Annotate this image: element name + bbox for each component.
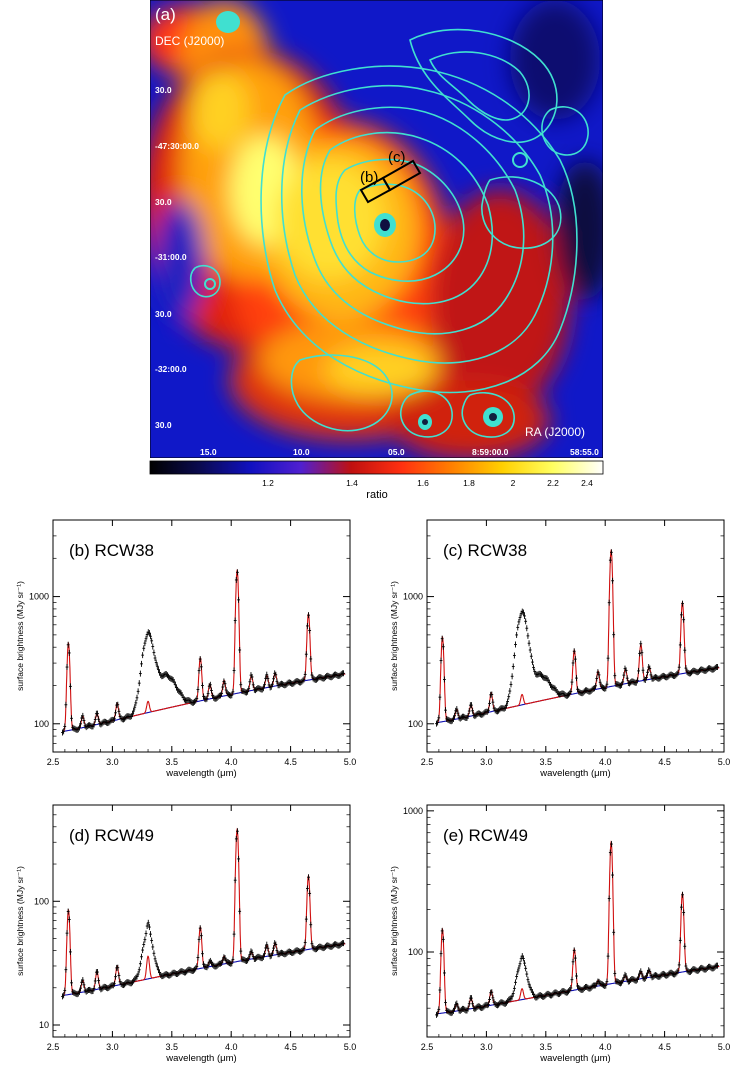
colorbar-tick-label: 1.2 — [262, 478, 274, 488]
spectrum-panel-b: 2.5 3.0 3.5 4.0 4.5 5.0 100 1000 wavelength (μm)… — [15, 519, 357, 779]
y-tick-label: 1000 — [403, 592, 423, 602]
ra-tick-labels: 15.0 10.0 05.0 8:59:00.0 58:55.0 — [200, 447, 599, 457]
x-axis-label: wavelength (μm) — [539, 768, 610, 779]
y-tick-label: 100 — [408, 719, 423, 729]
x-axis-label: wavelength (μm) — [165, 1053, 236, 1064]
x-tick-label: 4.5 — [284, 1042, 297, 1052]
compact-sources — [204, 11, 528, 430]
panel-title: (d) RCW49 — [69, 826, 154, 845]
ra-tick-label: 58:55.0 — [570, 447, 599, 457]
colorbar: 1.2 1.4 1.6 1.8 2 2.2 2.4 ratio — [149, 460, 604, 501]
y-tick-label: 100 — [34, 896, 49, 906]
x-tick-label: 4.0 — [225, 757, 238, 767]
colorbar-tick-label: 2.4 — [581, 478, 593, 488]
y-tick-label: 10 — [39, 1020, 49, 1030]
panel-title: (c) RCW38 — [443, 541, 527, 560]
data-points — [435, 549, 719, 727]
colorbar-tick-label: 1.4 — [346, 478, 358, 488]
x-tick-label: 3.5 — [166, 757, 179, 767]
spectrum-panel-c: 2.5 3.0 3.5 4.0 4.5 5.0 100 1000 wavelength (μm)… — [389, 519, 731, 779]
y-axis-label: surface brightness (MJy sr⁻¹) — [389, 866, 399, 976]
dec-tick-label: 30.0 — [155, 197, 172, 207]
panel-title: (b) RCW38 — [69, 541, 154, 560]
x-tick-label: 4.0 — [599, 757, 612, 767]
dec-tick-labels: 30.0 -47:30:00.0 30.0 -31:00.0 30.0 -32:… — [155, 85, 199, 430]
plot-frame — [426, 519, 725, 753]
y-axis-label: surface brightness (MJy sr⁻¹) — [389, 581, 399, 691]
x-tick-label: 4.0 — [225, 1042, 238, 1052]
contour-lines — [189, 28, 589, 438]
x-tick-label: 5.0 — [344, 757, 357, 767]
y-tick-label: 1000 — [29, 592, 49, 602]
fit-curve — [62, 568, 346, 733]
dec-tick-label: -47:30:00.0 — [155, 141, 199, 151]
data-points — [61, 828, 345, 1000]
x-tick-label: 5.0 — [718, 757, 731, 767]
slit-label-b: (b) — [360, 169, 378, 186]
dec-tick-label: 30.0 — [155, 420, 172, 430]
spectrum-panel-d: 2.5 3.0 3.5 4.0 4.5 5.0 10 100 wavelength (μm) su… — [15, 804, 357, 1064]
plot-frame — [426, 804, 725, 1038]
ra-axis-label: RA (J2000) — [525, 425, 585, 439]
dec-tick-label: 30.0 — [155, 309, 172, 319]
plot-frame — [52, 519, 351, 753]
slit-boxes — [359, 159, 422, 204]
x-tick-label: 2.5 — [47, 757, 60, 767]
plot-frame — [52, 804, 351, 1038]
panel-title: (e) RCW49 — [443, 826, 528, 845]
y-tick-label: 100 — [408, 947, 423, 957]
ra-tick-label: 15.0 — [200, 447, 217, 457]
x-tick-label: 4.0 — [599, 1042, 612, 1052]
x-tick-label: 4.5 — [284, 757, 297, 767]
x-axis-label: wavelength (μm) — [165, 768, 236, 779]
ratio-map-figure: (a) DEC (J2000) RA (J2000) 30.0 -47:30:0… — [149, 0, 604, 501]
x-tick-label: 2.5 — [421, 1042, 434, 1052]
x-tick-label: 3.5 — [166, 1042, 179, 1052]
x-tick-label: 2.5 — [47, 1042, 60, 1052]
data-points — [435, 841, 719, 1018]
y-axis-label: surface brightness (MJy sr⁻¹) — [15, 581, 25, 691]
ra-tick-label: 05.0 — [388, 447, 405, 457]
data-points — [61, 569, 345, 736]
x-tick-label: 5.0 — [344, 1042, 357, 1052]
slit-label-c: (c) — [388, 149, 406, 166]
ra-tick-label: 8:59:00.0 — [472, 447, 509, 457]
fit-curve — [436, 548, 720, 724]
panel-label-a: (a) — [155, 5, 176, 24]
fit-curve — [62, 827, 346, 996]
dec-tick-label: -31:00.0 — [155, 252, 187, 262]
x-tick-label: 3.0 — [480, 757, 493, 767]
colorbar-label: ratio — [366, 489, 387, 501]
y-tick-label: 100 — [34, 719, 49, 729]
x-tick-label: 3.0 — [106, 757, 119, 767]
colorbar-tick-label: 2.2 — [547, 478, 559, 488]
colorbar-tick-label: 1.6 — [417, 478, 429, 488]
colorbar-tick-label: 1.8 — [463, 478, 475, 488]
x-tick-label: 4.5 — [658, 1042, 671, 1052]
y-tick-label: 1000 — [403, 806, 423, 816]
ratio-map-image — [150, 0, 603, 458]
spectrum-panel-e: 2.5 3.0 3.5 4.0 4.5 5.0 100 1000 wavelength (μm)… — [389, 804, 731, 1064]
colorbar-strip — [149, 460, 604, 475]
x-tick-label: 3.0 — [106, 1042, 119, 1052]
dec-tick-label: -32:00.0 — [155, 364, 187, 374]
x-axis-label: wavelength (μm) — [539, 1053, 610, 1064]
x-tick-label: 2.5 — [421, 757, 434, 767]
dec-tick-label: 30.0 — [155, 85, 172, 95]
x-tick-label: 5.0 — [718, 1042, 731, 1052]
colorbar-tick-label: 2 — [511, 478, 516, 488]
dec-axis-label: DEC (J2000) — [155, 34, 224, 48]
x-tick-label: 4.5 — [658, 757, 671, 767]
x-tick-label: 3.5 — [540, 757, 553, 767]
ra-tick-label: 10.0 — [293, 447, 310, 457]
x-tick-label: 3.0 — [480, 1042, 493, 1052]
x-tick-label: 3.5 — [540, 1042, 553, 1052]
y-axis-label: surface brightness (MJy sr⁻¹) — [15, 866, 25, 976]
